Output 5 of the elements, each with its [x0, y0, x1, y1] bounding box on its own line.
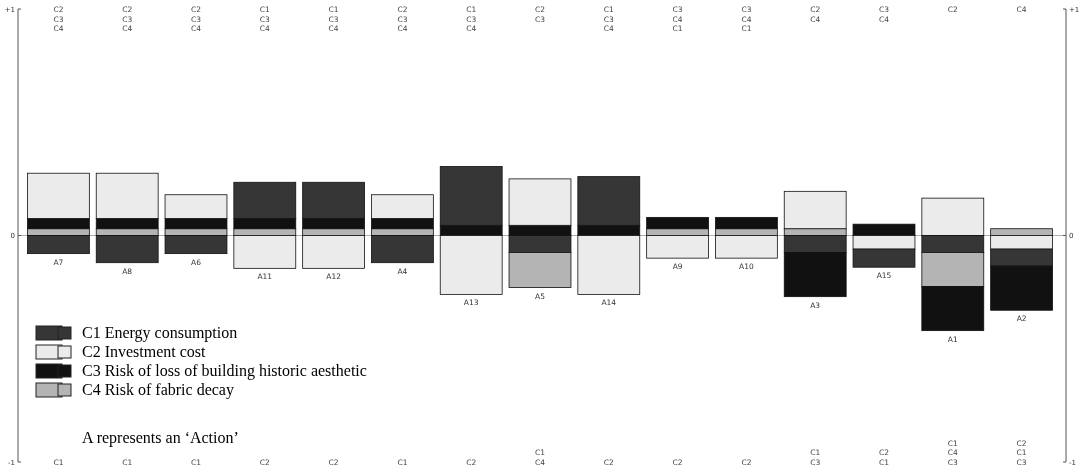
legend-label: C3 Risk of loss of building historic aesthetic — [82, 362, 367, 380]
legend-label: C2 Investment cost — [82, 343, 207, 360]
legend-label: C1 Energy consumption — [82, 324, 238, 342]
annotation: A represents an ‘Action’ — [82, 429, 239, 447]
legend-label: C4 Risk of fabric decay — [82, 381, 234, 399]
